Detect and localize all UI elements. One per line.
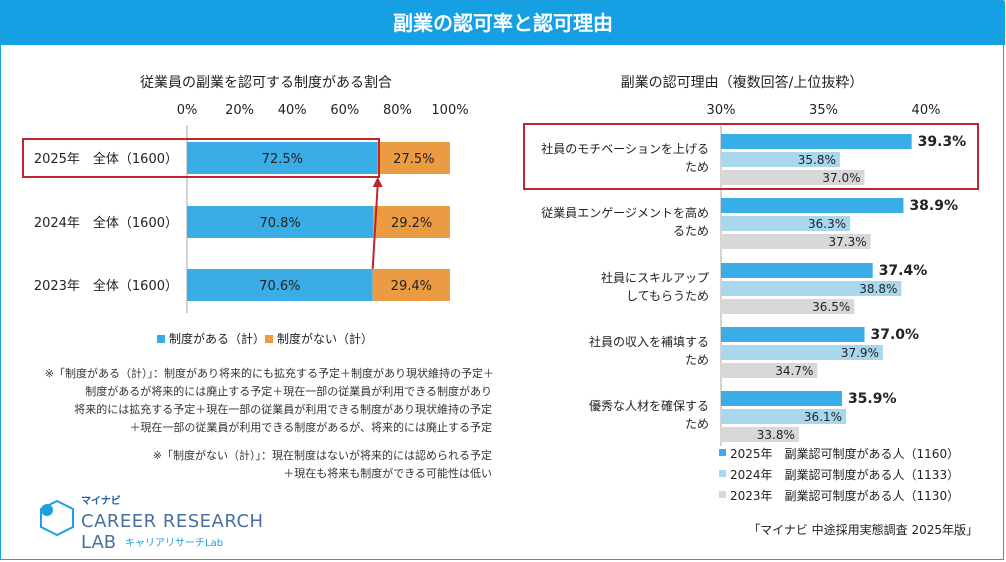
right-x-tick-label: 40%: [912, 103, 941, 118]
right-bar: [721, 391, 842, 406]
right-bar: [721, 327, 865, 342]
right-category-label: 従業員エンゲージメントを高め: [541, 205, 709, 220]
right-legend-label: 2023年 副業認可制度がある人（1130）: [730, 488, 959, 503]
left-x-tick-label: 20%: [225, 103, 254, 118]
right-category-label: るため: [673, 224, 709, 238]
right-bar: [721, 345, 883, 360]
right-x-tick-label: 35%: [809, 103, 838, 118]
right-data-label: 36.3%: [808, 217, 846, 231]
left-bar-segment: [377, 142, 450, 174]
left-bar-segment: [373, 206, 450, 238]
footnote-text: ＋現在一部の従業員が利用できる制度があるが、将来的には廃止する予定: [129, 420, 492, 434]
right-bar: [721, 363, 818, 378]
right-data-label: 34.7%: [775, 364, 813, 378]
right-legend-label: 2024年 副業認可制度がある人（1133）: [730, 467, 959, 482]
right-highlight-box: [523, 123, 979, 190]
logo-hexagon-icon: [40, 499, 74, 537]
right-x-tick-label: 30%: [707, 103, 736, 118]
trend-arrow-head: [372, 177, 383, 187]
footnote-text: ※「制度がない（計）」：現在制度はないが将来的には認められる予定: [153, 448, 492, 462]
right-category-label: ため: [685, 160, 709, 174]
right-legend-swatch: [719, 470, 726, 477]
left-data-label: 72.5%: [262, 152, 303, 167]
left-bar-segment: [372, 269, 450, 301]
left-data-label: 27.5%: [393, 152, 434, 167]
right-data-label: 39.3%: [918, 134, 967, 150]
left-highlight-box: [22, 138, 380, 178]
right-data-label: 37.9%: [841, 346, 879, 360]
logo-sub: キャリアリサーチLab: [125, 537, 223, 549]
right-category-label: ため: [685, 417, 709, 431]
right-bar: [721, 134, 912, 149]
right-bar: [721, 216, 851, 231]
right-category-label: ため: [685, 353, 709, 367]
right-legend-swatch: [719, 449, 726, 456]
left-x-tick-label: 80%: [383, 103, 412, 118]
footnote-text: 将来的には拡充する予定＋現在一部の従業員が利用できる制度があり現状維持の予定: [74, 402, 492, 416]
left-x-tick-label: 40%: [278, 103, 307, 118]
right-data-label: 35.8%: [798, 153, 836, 167]
right-data-label: 38.9%: [909, 198, 958, 214]
left-chart-title: 従業員の副業を認可する制度がある割合: [140, 74, 392, 91]
right-bar: [721, 409, 847, 424]
logo-dot-icon: [41, 504, 53, 516]
right-data-label: 35.9%: [848, 391, 897, 407]
left-bar-segment: [187, 269, 373, 301]
right-data-label: 37.0%: [822, 171, 860, 185]
left-data-label: 70.6%: [259, 279, 300, 294]
left-legend-label: 制度がない（計）: [277, 331, 373, 346]
logo-line1: CAREER RESEARCH: [81, 511, 264, 532]
left-legend-label: 制度がある（計）: [169, 331, 265, 346]
left-legend-swatch: [265, 335, 273, 343]
source-citation: 「マイナビ 中途採用実態調査 2025年版」: [748, 522, 978, 537]
right-legend-swatch: [719, 491, 726, 498]
right-bar: [721, 198, 904, 213]
right-bar: [721, 427, 799, 442]
right-chart-title: 副業の認可理由（複数回答/上位抜粋）: [621, 74, 864, 91]
left-bar-segment: [187, 206, 374, 238]
left-category-label: 2023年 全体（1600）: [34, 278, 178, 294]
right-category-label: してもらうため: [626, 289, 709, 303]
left-category-label: 2024年 全体（1600）: [34, 215, 178, 231]
right-bar: [721, 299, 855, 314]
right-category-label: 社員のモチベーションを上げる: [541, 141, 709, 156]
left-category-label: 2025年 全体（1600）: [34, 151, 178, 167]
right-data-label: 38.8%: [859, 282, 897, 296]
right-category-label: 社員の収入を補填する: [589, 334, 709, 349]
left-data-label: 29.2%: [391, 216, 432, 231]
logo-line2: LAB: [81, 532, 116, 553]
trend-arrow-line: [371, 184, 379, 270]
right-legend-label: 2025年 副業認可制度がある人（1160）: [730, 446, 959, 461]
left-bar-segment: [187, 142, 378, 174]
right-bar: [721, 170, 865, 185]
left-x-tick-label: 0%: [177, 103, 198, 118]
right-bar: [721, 263, 873, 278]
right-bar: [721, 234, 871, 249]
right-category-label: 社員にスキルアップ: [601, 270, 709, 285]
footnote-text: 制度があるが将来的には廃止する予定＋現在一部の従業員が利用できる制度があり: [85, 384, 492, 398]
right-bar: [721, 281, 902, 296]
logo-brand: マイナビ: [81, 494, 121, 507]
right-data-label: 33.8%: [757, 428, 795, 442]
right-bar: [721, 152, 840, 167]
left-data-label: 29.4%: [391, 279, 432, 294]
right-data-label: 37.0%: [871, 327, 920, 343]
right-data-label: 37.4%: [879, 263, 928, 279]
footnote-text: ※「制度がある（計）」：制度があり将来的にも拡充する予定＋制度があり現状維持の予…: [45, 366, 494, 380]
right-data-label: 36.5%: [812, 300, 850, 314]
page-title: 副業の認可率と認可理由: [1, 1, 1005, 45]
left-legend-swatch: [157, 335, 165, 343]
left-x-tick-label: 100%: [431, 103, 468, 118]
right-data-label: 36.1%: [804, 410, 842, 424]
right-category-label: 優秀な人材を確保する: [589, 398, 709, 413]
right-data-label: 37.3%: [829, 235, 867, 249]
footnote-text: ＋現在も将来も制度ができる可能性は低い: [283, 466, 492, 480]
left-data-label: 70.8%: [259, 216, 300, 231]
left-x-tick-label: 60%: [330, 103, 359, 118]
